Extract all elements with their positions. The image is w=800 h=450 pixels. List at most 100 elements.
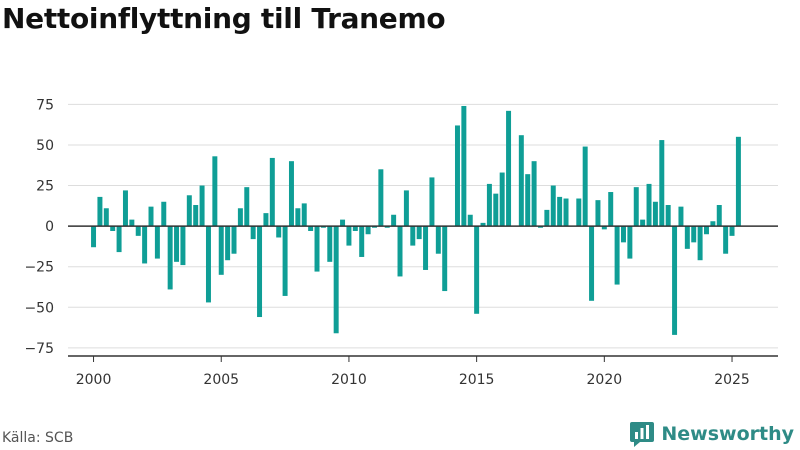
bar — [589, 226, 595, 301]
bar — [174, 226, 180, 262]
bar — [237, 208, 243, 227]
bar — [180, 226, 186, 266]
bar — [301, 203, 307, 227]
bar — [716, 205, 722, 227]
bar — [218, 226, 224, 275]
bar — [659, 140, 665, 227]
bar — [346, 226, 352, 246]
bar — [582, 146, 588, 227]
bar — [276, 226, 282, 238]
bar — [576, 198, 582, 227]
x-tick-label: 2010 — [331, 372, 367, 388]
bar — [493, 193, 499, 227]
bar — [531, 161, 537, 227]
bar — [499, 172, 505, 227]
bar — [340, 219, 346, 227]
bar — [97, 196, 103, 227]
bar — [518, 135, 524, 227]
bar — [627, 226, 633, 259]
bar — [735, 136, 741, 227]
bar — [269, 157, 275, 227]
bar — [723, 226, 729, 254]
bar — [288, 161, 294, 227]
bar — [403, 190, 409, 227]
bar — [525, 174, 531, 227]
bar — [365, 226, 371, 235]
bar — [442, 226, 448, 292]
bar — [595, 200, 601, 227]
bar — [263, 213, 269, 227]
bar — [640, 219, 646, 227]
x-tick-label: 2020 — [587, 372, 623, 388]
bar — [91, 226, 97, 248]
bar — [710, 221, 716, 227]
bar — [352, 226, 358, 231]
bar — [282, 226, 288, 296]
bar — [608, 192, 614, 227]
x-axis-ticks: 2000 2005 2010 2015 2020 2025 — [76, 356, 750, 388]
bar — [544, 209, 550, 227]
bar — [135, 226, 141, 236]
bar — [429, 177, 435, 227]
bar — [384, 226, 390, 228]
bar — [506, 110, 512, 227]
grid-lines — [68, 103, 778, 349]
bar — [314, 226, 320, 272]
bar — [601, 226, 607, 230]
bar — [563, 198, 569, 227]
bar — [110, 226, 116, 231]
bar — [480, 222, 486, 227]
bar — [410, 226, 416, 246]
bar — [691, 226, 697, 243]
bar — [672, 226, 678, 335]
bar — [665, 205, 671, 227]
bar — [103, 208, 109, 227]
chart-title: Nettoinflyttning till Tranemo — [2, 2, 446, 35]
bar — [193, 205, 199, 227]
y-tick-label: 75 — [36, 97, 54, 113]
bar — [486, 183, 492, 227]
y-axis-ticks: −75 −50 −25 0 25 50 75 — [24, 97, 54, 357]
brand-name: Newsworthy — [661, 423, 794, 445]
bar — [557, 196, 563, 227]
y-tick-label: 0 — [45, 219, 54, 235]
bar — [378, 169, 384, 227]
bar — [129, 219, 135, 227]
newsworthy-chart-bubble-icon — [630, 422, 655, 447]
bar — [161, 201, 167, 227]
x-tick-label: 2005 — [203, 372, 239, 388]
x-tick-label: 2000 — [76, 372, 112, 388]
source-note: Källa: SCB — [2, 430, 74, 446]
bar — [614, 226, 620, 285]
y-tick-label: 25 — [36, 179, 54, 195]
bar — [154, 226, 160, 259]
axes — [68, 225, 778, 357]
bar — [295, 208, 301, 227]
bar — [454, 125, 460, 227]
bar — [122, 190, 128, 227]
bar — [391, 214, 397, 227]
bar — [467, 214, 473, 227]
bar — [697, 226, 703, 261]
brand-logo[interactable]: Newsworthy — [629, 420, 794, 448]
y-tick-label: −25 — [24, 260, 54, 276]
bar — [416, 226, 422, 240]
bar — [550, 185, 556, 227]
bar — [461, 105, 467, 227]
y-tick-label: −75 — [24, 341, 54, 357]
bar — [212, 156, 218, 227]
bar — [225, 226, 231, 261]
bar — [371, 226, 377, 228]
bar — [320, 226, 326, 228]
x-tick-label: 2025 — [714, 372, 750, 388]
bar — [397, 226, 403, 277]
bar — [435, 226, 441, 254]
bar — [684, 226, 690, 249]
bar — [646, 183, 652, 227]
bar — [308, 226, 314, 231]
bar — [678, 206, 684, 227]
bar — [186, 195, 192, 227]
bar — [167, 226, 173, 290]
bar — [474, 226, 480, 314]
